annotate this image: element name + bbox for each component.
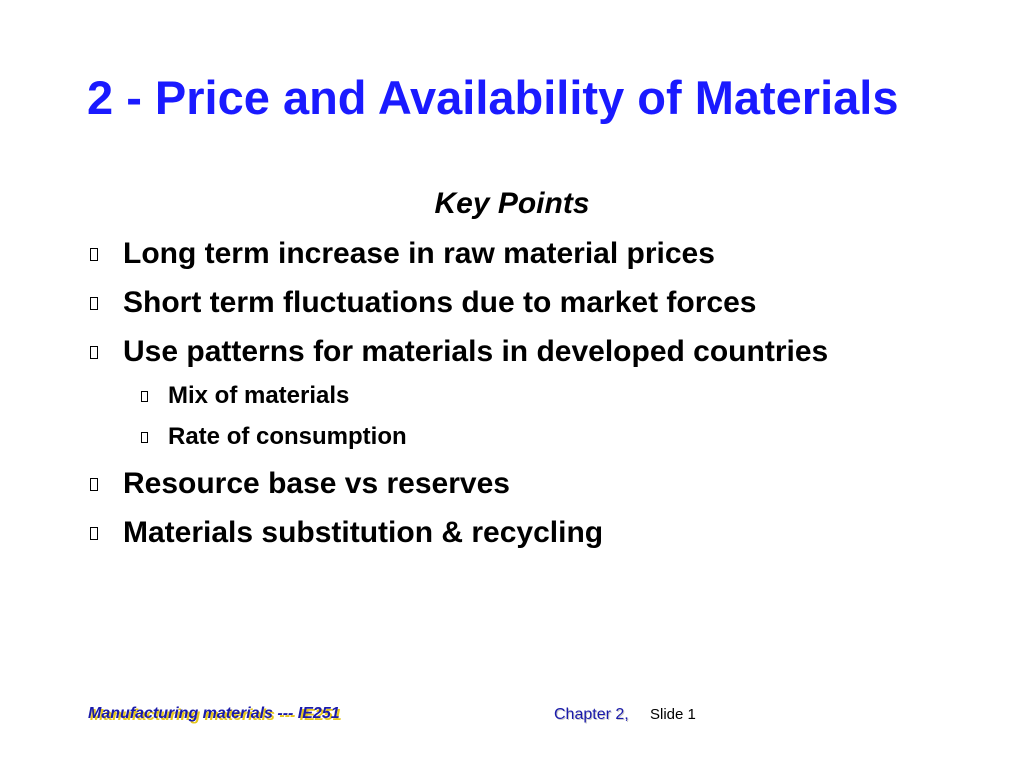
footer-course: Manufacturing materials --- IE251 bbox=[88, 705, 340, 722]
slide-subtitle: Key Points bbox=[434, 187, 590, 220]
footer-chapter: Chapter 2, bbox=[554, 706, 629, 723]
sub-bullet-text: Rate of consumption bbox=[168, 423, 407, 450]
bullet-item: Long term increase in raw material price… bbox=[85, 237, 715, 271]
square-bullet-icon bbox=[90, 345, 98, 359]
bullet-text: Short term fluctuations due to market fo… bbox=[123, 286, 757, 319]
square-bullet-icon bbox=[90, 296, 98, 310]
bullet-item: Materials substitution & recycling bbox=[85, 516, 603, 550]
bullet-item: Use patterns for materials in developed … bbox=[85, 335, 828, 369]
bullet-text: Long term increase in raw material price… bbox=[123, 237, 715, 270]
bullet-item: Resource base vs reserves bbox=[85, 467, 510, 501]
sub-bullet-text: Mix of materials bbox=[168, 382, 350, 409]
bullet-item: Short term fluctuations due to market fo… bbox=[85, 286, 756, 320]
bullet-text: Use patterns for materials in developed … bbox=[123, 335, 829, 368]
slide-title: 2 - Price and Availability of Materials bbox=[87, 71, 899, 124]
square-bullet-icon bbox=[141, 431, 148, 443]
bullet-text: Materials substitution & recycling bbox=[123, 516, 604, 549]
bullet-text: Resource base vs reserves bbox=[123, 467, 510, 500]
footer-slide-number: Slide 1 bbox=[650, 706, 696, 723]
square-bullet-icon bbox=[141, 390, 148, 402]
square-bullet-icon bbox=[90, 477, 98, 491]
square-bullet-icon bbox=[90, 247, 98, 261]
sub-bullet-item: Rate of consumption bbox=[138, 423, 407, 451]
sub-bullet-item: Mix of materials bbox=[138, 382, 349, 410]
square-bullet-icon bbox=[90, 526, 98, 540]
